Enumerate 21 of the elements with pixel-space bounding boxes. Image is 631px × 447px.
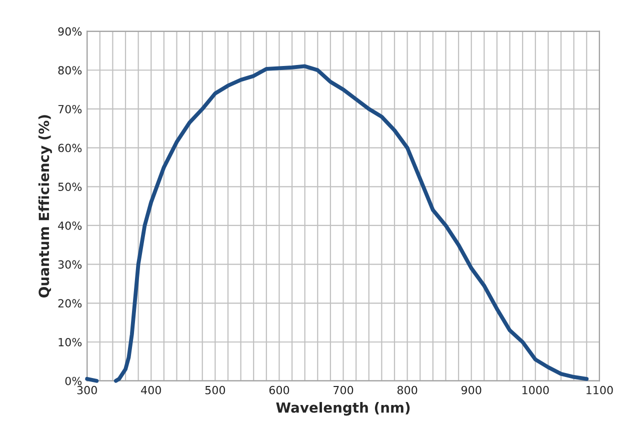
y-tick-label: 40%: [58, 221, 82, 230]
x-tick-label: 1100: [586, 386, 613, 394]
x-tick-label: 1000: [522, 386, 549, 394]
x-tick-label: 500: [205, 386, 226, 394]
x-tick-label: 300: [77, 386, 97, 394]
y-tick-label: 0%: [65, 376, 82, 386]
y-tick-label: 60%: [58, 144, 82, 152]
y-axis-title: Quantum Efficiency (%): [38, 115, 52, 298]
x-tick-label: 400: [141, 386, 161, 394]
y-tick-label: 90%: [58, 27, 82, 36]
y-tick-label: 20%: [58, 299, 82, 308]
y-tick-label: 10%: [58, 338, 82, 346]
x-tick-label: 600: [269, 386, 290, 394]
x-tick-label: 800: [397, 386, 418, 394]
x-tick-label: 700: [334, 386, 354, 394]
y-tick-label: 30%: [58, 260, 82, 269]
y-tick-label: 70%: [58, 104, 82, 114]
x-axis-title: Wavelength (nm): [276, 402, 410, 416]
y-tick-label: 50%: [58, 182, 82, 192]
y-tick-label: 80%: [58, 66, 82, 75]
x-tick-label: 900: [461, 386, 482, 394]
